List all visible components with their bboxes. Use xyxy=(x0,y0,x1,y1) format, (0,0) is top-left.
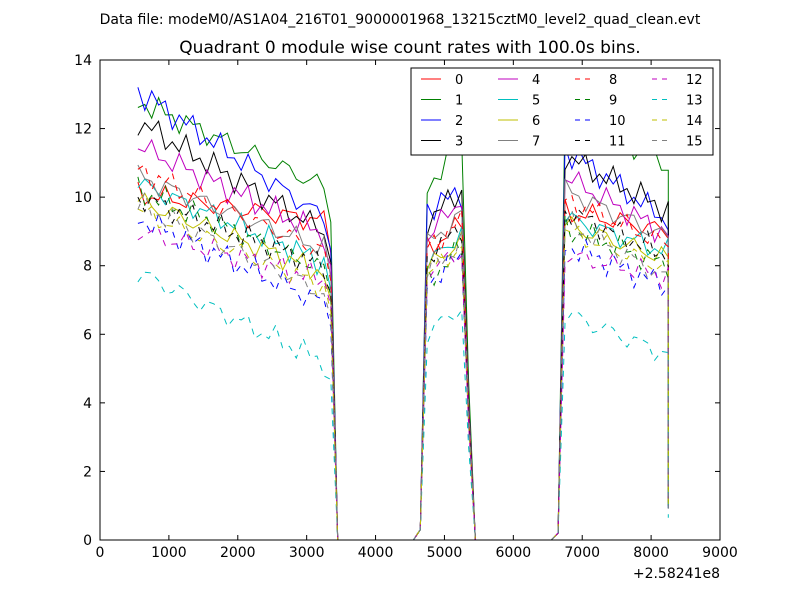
legend-label-4: 4 xyxy=(532,73,540,88)
y-tick-label: 0 xyxy=(83,533,92,549)
legend-label-3: 3 xyxy=(455,135,463,150)
x-tick-label: 9000 xyxy=(702,545,738,561)
plot-area-frame xyxy=(99,59,721,541)
x-tick-label: 8000 xyxy=(633,545,669,561)
x-tick-label: 3000 xyxy=(289,545,325,561)
series-line-4 xyxy=(137,138,669,540)
y-tick-label: 4 xyxy=(83,396,92,412)
series-line-3 xyxy=(137,120,669,540)
legend-label-12: 12 xyxy=(686,73,703,88)
series-line-5 xyxy=(137,178,669,540)
y-tick-label: 12 xyxy=(74,122,92,138)
series-line-6 xyxy=(137,192,669,540)
series-line-14 xyxy=(137,205,669,540)
legend-label-1: 1 xyxy=(455,94,463,109)
legend-label-5: 5 xyxy=(532,94,540,109)
axis-ticks: 0 1000 2000 3000 4000 5000 6000 7000 8000 9000 0 2 4… xyxy=(74,53,738,561)
legend-label-9: 9 xyxy=(609,94,617,109)
legend-label-8: 8 xyxy=(609,73,617,88)
legend-label-13: 13 xyxy=(686,94,703,109)
x-tick-label: 4000 xyxy=(358,545,394,561)
figure-suptitle: Data file: modeM0/AS1A04_216T01_90000019… xyxy=(100,12,701,28)
legend-label-11: 11 xyxy=(609,135,626,150)
x-tick-label: 5000 xyxy=(427,545,463,561)
x-tick-label: 2000 xyxy=(220,545,256,561)
y-tick-label: 2 xyxy=(83,464,92,480)
series-line-2 xyxy=(137,87,669,540)
x-tick-label: 0 xyxy=(96,545,105,561)
series-line-7 xyxy=(137,164,669,540)
legend-label-15: 15 xyxy=(686,135,703,150)
y-tick-label: 14 xyxy=(74,53,92,69)
x-tick-label: 7000 xyxy=(564,545,600,561)
y-tick-label: 8 xyxy=(83,259,92,275)
series-line-15 xyxy=(137,191,669,540)
legend-label-14: 14 xyxy=(686,114,703,129)
series-line-13 xyxy=(137,271,669,540)
x-tick-label: 6000 xyxy=(496,545,532,561)
legend-label-0: 0 xyxy=(455,73,463,88)
legend-label-2: 2 xyxy=(455,114,463,129)
series-line-10 xyxy=(137,212,669,540)
legend-label-10: 10 xyxy=(609,114,626,129)
series-line-0 xyxy=(137,182,669,540)
series-line-8 xyxy=(137,163,669,540)
y-tick-label: 6 xyxy=(83,327,92,343)
legend-label-6: 6 xyxy=(532,114,540,129)
x-axis-offset-label: +2.58241e8 xyxy=(633,566,720,582)
legend-label-7: 7 xyxy=(532,135,540,150)
x-tick-label: 1000 xyxy=(151,545,187,561)
y-tick-label: 10 xyxy=(74,190,92,206)
chart-title: Quadrant 0 module wise count rates with … xyxy=(179,38,640,58)
series-line-12 xyxy=(137,228,669,540)
